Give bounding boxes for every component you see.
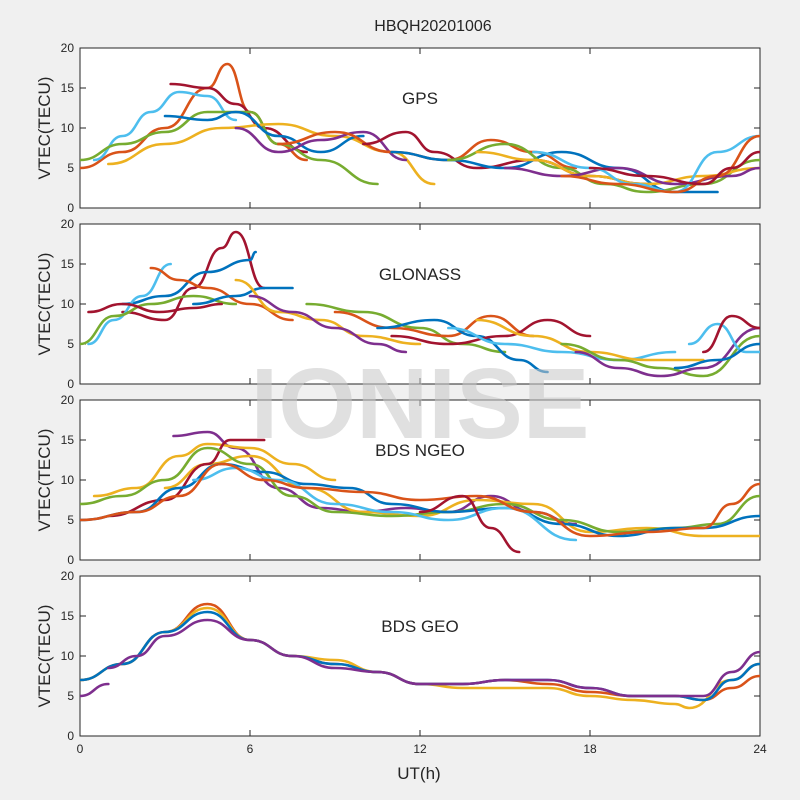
series-line-glonass-19 [673,342,760,370]
panel-bds-ngeo: 0 5 10 15 20 VTEC(TECU) BDS NGEO [35,393,761,567]
panel-gps: 0 5 10 15 20 VTEC(TECU) GPS [35,41,761,215]
panel-glonass: 0 5 10 15 20 VTEC(TECU) GLONASS [35,217,761,391]
x-tick-label: 18 [583,742,597,756]
figure-title: HBQH20201006 [374,18,492,35]
series-group-bds-geo [80,602,760,710]
y-tick-label: 10 [61,297,75,311]
x-tick-label: 24 [753,742,767,756]
series-line-glonass-2 [87,262,172,346]
series-line-glonass-12 [390,318,592,346]
series-line-gps-15 [588,150,760,186]
series-line-bds-ngeo-7 [80,462,760,538]
series-line-glonass-7 [234,278,422,346]
y-tick-label: 5 [67,513,74,527]
series-line-glonass-17 [687,322,760,354]
y-axis-label-bds-geo: VTEC(TECU) [35,605,54,708]
series-line-glonass-18 [702,314,760,354]
y-tick-label: 0 [67,553,74,567]
series-line-bds-ngeo-5 [80,462,760,538]
panel-label-gps: GPS [402,89,438,108]
x-tick-label: 12 [413,742,427,756]
y-tick-label: 15 [61,609,75,623]
panel-bds-geo: 0 6 12 18 24 0 5 10 15 20 VTEC(TECU) BDS GEO [35,569,767,756]
y-tick-label: 15 [61,433,75,447]
series-line-glonass-16 [574,326,760,378]
watermark: IONISE [251,348,590,460]
series-group-gps [80,62,760,194]
series-line-gps-2 [92,90,238,162]
series-line-glonass-3 [149,266,294,322]
y-tick-label: 0 [67,729,74,743]
series-line-bds-ngeo-3 [107,438,266,518]
series-line-bds-ngeo-2 [163,454,760,538]
series-line-glonass-9 [305,302,507,354]
y-tick-label: 10 [61,121,75,135]
plot-area-bds-geo [79,575,761,737]
series-line-glonass-15 [560,334,760,378]
x-tick-label: 0 [77,742,84,756]
series-line-bds-ngeo-6 [192,466,578,542]
y-tick-label: 0 [67,377,74,391]
series-line-bds-geo-3 [107,618,760,698]
series-line-glonass-0 [121,230,266,322]
y-tick-label: 5 [67,689,74,703]
y-tick-label: 20 [61,569,75,583]
series-line-bds-ngeo-8 [418,494,521,554]
y-tick-label: 5 [67,161,74,175]
series-line-gps-5 [163,110,365,154]
series-line-glonass-10 [333,310,535,338]
series-line-bds-geo-4 [80,682,110,698]
x-tick-label: 6 [247,742,254,756]
y-tick-label: 20 [61,41,75,55]
series-line-gps-14 [560,134,760,194]
y-tick-label: 10 [61,649,75,663]
y-tick-label: 20 [61,217,75,231]
y-tick-label: 15 [61,257,75,271]
y-tick-label: 15 [61,81,75,95]
panel-label-bds-ngeo: BDS NGEO [375,441,465,460]
series-line-glonass-6 [192,286,294,306]
series-line-gps-6 [234,126,408,162]
series-line-gps-13 [532,134,760,194]
series-line-glonass-4 [80,294,238,346]
y-tick-label: 0 [67,201,74,215]
y-tick-label: 10 [61,473,75,487]
y-axis-label-gps: VTEC(TECU) [35,77,54,180]
series-line-glonass-5 [87,302,223,314]
series-group-glonass [80,230,760,378]
series-group-bds-ngeo [80,430,760,554]
series-line-glonass-1 [121,250,257,306]
y-axis-label-bds-ngeo: VTEC(TECU) [35,429,54,532]
series-line-bds-ngeo-1 [92,442,337,498]
y-axis-label-glonass: VTEC(TECU) [35,253,54,356]
series-line-glonass-8 [248,294,408,354]
panels: 0 5 10 15 20 VTEC(TECU) GPS 0 5 10 15 20 VTEC(TECU) G… [35,41,767,756]
y-tick-label: 20 [61,393,75,407]
panel-label-glonass: GLONASS [379,265,461,284]
y-tick-label: 5 [67,337,74,351]
x-axis-label: UT(h) [397,764,440,783]
panel-label-bds-geo: BDS GEO [381,617,458,636]
